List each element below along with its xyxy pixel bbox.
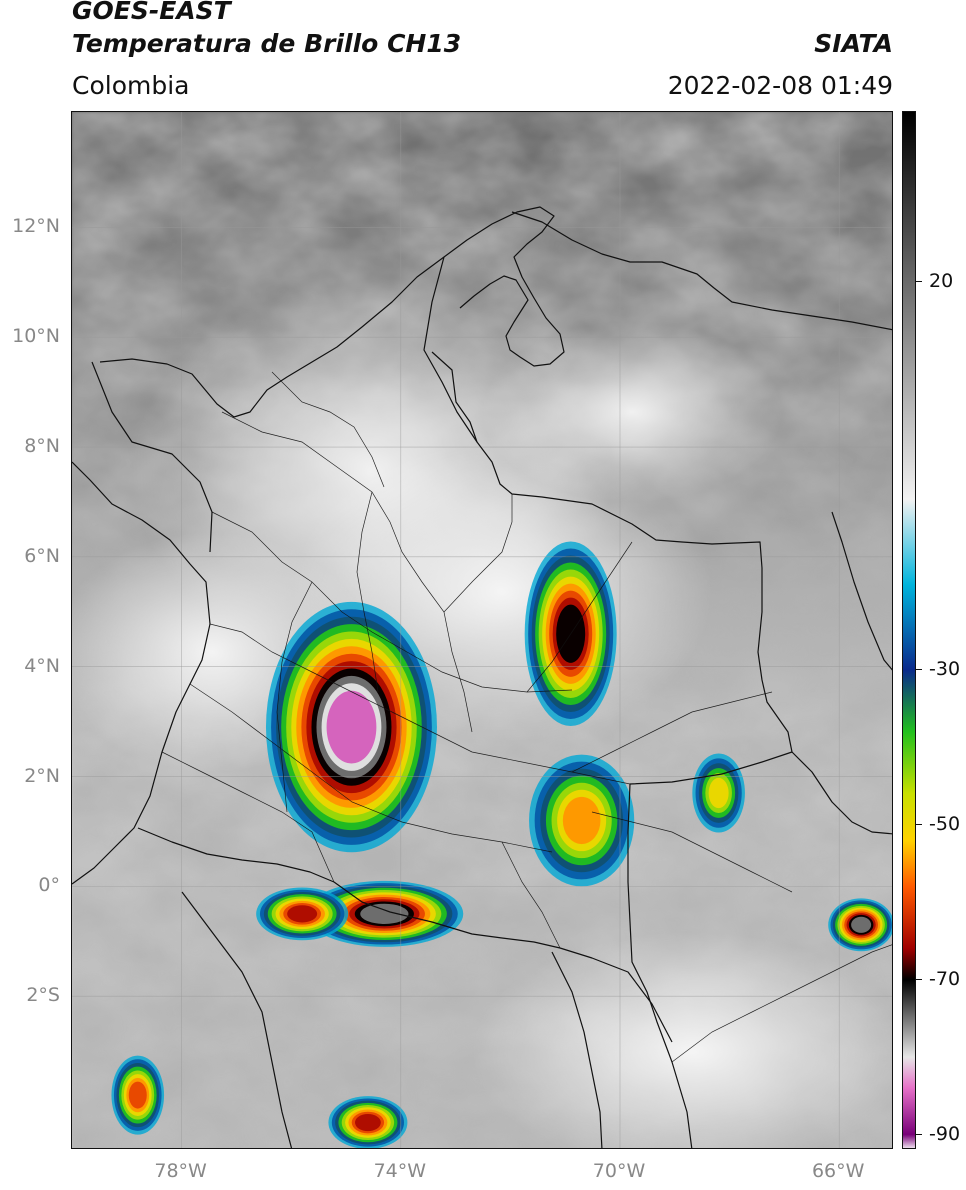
timestamp-label: 2022-02-08 01:49 [667,71,893,100]
border-colombia-ecuador-peru [137,827,673,1043]
coastline-pacific [72,461,211,885]
colorbar-tick-label: -50 [929,812,961,835]
coastline-caribbean [99,206,565,418]
region-label: Colombia [72,71,190,100]
colorbar-tick-label: -70 [929,967,961,990]
convective-cell [305,880,464,947]
temperature-contour [326,690,377,764]
convective-cell [328,1096,408,1148]
border-peru-brazil [551,951,603,1148]
convective-cell [111,1055,165,1135]
colorbar-tick [916,823,922,825]
temperature-colorbar [902,111,916,1149]
colorbar-tick [916,668,922,670]
longitude-label: 70°W [592,1160,646,1182]
temperature-contour [355,1113,381,1132]
latitude-label: 4°N [24,654,60,677]
longitude-label: 74°W [373,1160,427,1182]
colorbar-tick [916,978,922,980]
border-venezuela-guyana [831,511,892,671]
colorbar-tick-label: -30 [929,657,961,680]
convective-cell [692,753,745,833]
latitude-label: 0° [38,874,60,897]
colorbar-tick [916,1133,922,1135]
convective-cell [828,898,892,952]
latitude-label: 12°N [12,215,60,238]
colorbar-tick-label: 20 [929,270,954,293]
border-venezuela-brazil [791,751,892,835]
convective-cell [265,601,437,853]
department-borders [161,371,892,1063]
temperature-contour [360,903,409,924]
map-title: GOES-EAST [72,0,231,25]
temperature-contour [128,1081,147,1109]
temperature-contour [562,796,601,845]
longitude-label: 78°W [154,1160,207,1182]
border-colombia-brazil [627,751,793,1148]
latitude-label: 10°N [12,325,60,348]
latitude-label: 2°S [26,984,60,1007]
coastline-venezuela [511,211,892,331]
border-ecuador-peru [181,891,293,1148]
temperature-contour [287,905,318,923]
latitude-label: 2°N [24,764,60,787]
colorbar-fill [903,112,915,1148]
longitude-label: 66°W [811,1160,865,1182]
temperature-contour [851,916,872,933]
map-subtitle: Temperatura de Brillo CH13 [72,29,462,58]
convective-cell [256,887,349,941]
convective-cell [529,754,635,887]
colorbar-tick [916,281,922,283]
temperature-contour [708,777,729,809]
border-internal-north [431,351,478,443]
latitude-label: 6°N [24,544,60,567]
satellite-map [71,111,893,1149]
border-colombia-venezuela [423,256,793,753]
colorbar-tick-label: -90 [929,1122,961,1145]
agency-label: SIATA [814,29,893,58]
latitude-label: 8°N [24,435,60,458]
graticule [72,112,892,1148]
satellite-image [72,112,892,1148]
